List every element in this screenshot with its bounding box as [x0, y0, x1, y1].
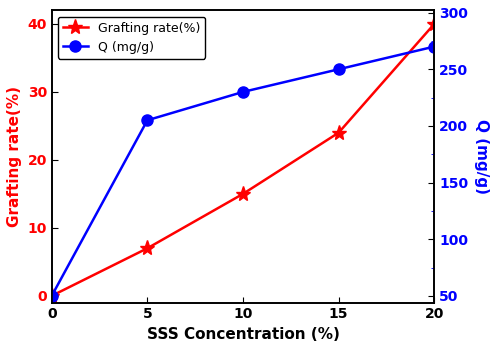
- X-axis label: SSS Concentration (%): SSS Concentration (%): [146, 327, 339, 342]
- Q (mg/g): [240, 90, 246, 94]
- Legend: Grafting rate(%), Q (mg/g): Grafting rate(%), Q (mg/g): [58, 17, 205, 59]
- Grafting rate(%): [240, 192, 246, 196]
- Y-axis label: Q (mg/g): Q (mg/g): [474, 119, 489, 194]
- Q (mg/g): [336, 67, 342, 71]
- Y-axis label: Grafting rate(%): Grafting rate(%): [7, 86, 22, 227]
- Line: Q (mg/g): Q (mg/g): [46, 41, 440, 302]
- Grafting rate(%): [144, 246, 150, 250]
- Q (mg/g): [49, 294, 55, 298]
- Grafting rate(%): [49, 294, 55, 298]
- Grafting rate(%): [431, 22, 437, 26]
- Q (mg/g): [431, 45, 437, 49]
- Line: Grafting rate(%): Grafting rate(%): [44, 16, 442, 304]
- Q (mg/g): [144, 118, 150, 122]
- Grafting rate(%): [336, 131, 342, 135]
